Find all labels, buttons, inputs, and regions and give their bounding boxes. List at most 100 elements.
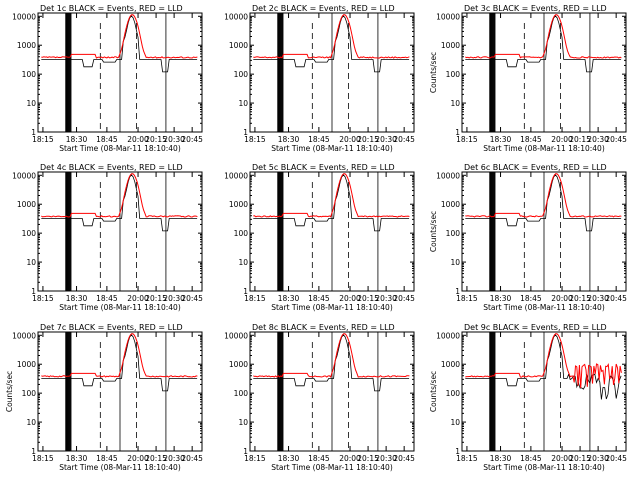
y-tick-label: 10 <box>450 258 460 267</box>
x-tick-label: 18:15 <box>32 135 54 144</box>
y-axis-label: Counts/sec <box>5 371 14 412</box>
y-tick-label: 10 <box>26 99 36 108</box>
y-tick-label: 100 <box>234 70 249 79</box>
panel-title: Det 2c BLACK = Events, RED = LLD <box>252 4 395 13</box>
x-tick-label: 20:15 <box>145 454 167 463</box>
x-tick-label: 20:30 <box>163 135 185 144</box>
x-tick-label: 18:45 <box>96 454 118 463</box>
x-tick-label: 20:00 <box>339 294 361 303</box>
panel-title: Det 3c BLACK = Events, RED = LLD <box>464 4 607 13</box>
panel-title: Det 9c BLACK = Events, RED = LLD <box>464 323 607 332</box>
lld-series-line <box>41 14 198 59</box>
y-tick-label: 100 <box>446 389 461 398</box>
x-tick-label: 18:30 <box>66 454 88 463</box>
y-axis-label: Counts/sec <box>429 52 438 93</box>
x-tick-label: 20:30 <box>375 454 397 463</box>
y-tick-label: 1 <box>243 128 248 137</box>
x-axis-label: Start Time (08-Mar-11 18:10:40) <box>271 144 393 153</box>
x-tick-label: 20:45 <box>393 294 415 303</box>
chart-panel-7: Det 7c BLACK = Events, RED = LLD 1 10 100 10… <box>5 323 203 472</box>
y-tick-label: 1 <box>455 128 460 137</box>
x-tick-label: 20:00 <box>551 454 573 463</box>
y-tick-label: 1000 <box>441 41 460 50</box>
x-tick-label: 18:45 <box>308 135 330 144</box>
x-tick-label: 18:30 <box>278 135 300 144</box>
x-tick-label: 18:15 <box>456 135 478 144</box>
y-tick-label: 100 <box>22 389 37 398</box>
y-tick-label: 100 <box>446 70 461 79</box>
x-tick-label: 20:15 <box>357 294 379 303</box>
lld-series-line <box>41 173 198 218</box>
events-series-line <box>465 174 622 232</box>
y-tick-label: 10000 <box>436 331 460 340</box>
panel-title: Det 1c BLACK = Events, RED = LLD <box>40 4 183 13</box>
panel-title: Det 6c BLACK = Events, RED = LLD <box>464 163 607 172</box>
chart-panel-9: Det 9c BLACK = Events, RED = LLD 1 10 100 10… <box>429 323 627 472</box>
y-tick-label: 10000 <box>12 171 36 180</box>
y-tick-label: 1000 <box>17 360 36 369</box>
x-tick-label: 20:00 <box>127 294 149 303</box>
lld-series-line <box>465 173 622 218</box>
y-tick-label: 100 <box>22 229 37 238</box>
x-tick-label: 18:30 <box>66 135 88 144</box>
x-tick-label: 18:15 <box>32 294 54 303</box>
panel-title: Det 8c BLACK = Events, RED = LLD <box>252 323 395 332</box>
y-tick-label: 10 <box>238 418 248 427</box>
y-tick-label: 10 <box>238 258 248 267</box>
y-tick-label: 10 <box>238 99 248 108</box>
x-tick-label: 18:15 <box>456 294 478 303</box>
x-tick-label: 20:45 <box>181 135 203 144</box>
events-series-line <box>253 15 410 73</box>
x-tick-label: 18:45 <box>308 454 330 463</box>
panel-title: Det 4c BLACK = Events, RED = LLD <box>40 163 183 172</box>
x-axis-label: Start Time (08-Mar-11 18:10:40) <box>59 144 181 153</box>
x-tick-label: 18:45 <box>520 294 542 303</box>
chart-panel-5: Det 5c BLACK = Events, RED = LLD 1 10 100 10… <box>224 163 415 312</box>
y-tick-label: 1 <box>243 447 248 456</box>
x-tick-label: 18:30 <box>278 294 300 303</box>
x-axis-label: Start Time (08-Mar-11 18:10:40) <box>483 463 605 472</box>
lld-series-line <box>253 333 410 378</box>
events-series-line <box>253 334 410 392</box>
y-tick-label: 100 <box>234 229 249 238</box>
x-tick-label: 18:15 <box>32 454 54 463</box>
y-tick-label: 100 <box>22 70 37 79</box>
x-axis-label: Start Time (08-Mar-11 18:10:40) <box>483 303 605 312</box>
chart-panel-2: Det 2c BLACK = Events, RED = LLD 1 10 100 10… <box>224 4 415 153</box>
x-tick-label: 18:15 <box>244 454 266 463</box>
x-tick-label: 20:15 <box>357 135 379 144</box>
x-tick-label: 18:15 <box>456 454 478 463</box>
lld-series-line <box>253 14 410 59</box>
lld-series-line <box>465 14 622 59</box>
x-tick-label: 20:45 <box>181 294 203 303</box>
y-tick-label: 10000 <box>224 12 248 21</box>
x-tick-label: 20:30 <box>587 454 609 463</box>
x-axis-label: Start Time (08-Mar-11 18:10:40) <box>59 303 181 312</box>
chart-panel-1: Det 1c BLACK = Events, RED = LLD 1 10 100 10… <box>12 4 203 153</box>
x-axis-label: Start Time (08-Mar-11 18:10:40) <box>59 463 181 472</box>
y-axis-label: Counts/sec <box>429 371 438 412</box>
y-tick-label: 1000 <box>441 200 460 209</box>
y-tick-label: 1 <box>455 287 460 296</box>
x-tick-label: 20:00 <box>339 454 361 463</box>
y-tick-label: 1000 <box>229 200 248 209</box>
x-tick-label: 20:00 <box>127 135 149 144</box>
panel-title: Det 5c BLACK = Events, RED = LLD <box>252 163 395 172</box>
x-tick-label: 20:30 <box>163 454 185 463</box>
y-tick-label: 1000 <box>229 360 248 369</box>
x-axis-label: Start Time (08-Mar-11 18:10:40) <box>483 144 605 153</box>
x-tick-label: 20:45 <box>605 454 627 463</box>
y-tick-label: 100 <box>234 389 249 398</box>
x-tick-label: 18:30 <box>66 294 88 303</box>
x-tick-label: 18:45 <box>96 135 118 144</box>
x-tick-label: 18:30 <box>490 135 512 144</box>
x-tick-label: 20:45 <box>605 294 627 303</box>
chart-panel-8: Det 8c BLACK = Events, RED = LLD 1 10 100 10… <box>224 323 415 472</box>
events-series-line <box>41 15 198 73</box>
y-tick-label: 10000 <box>12 331 36 340</box>
panel-title: Det 7c BLACK = Events, RED = LLD <box>40 323 183 332</box>
chart-panel-4: Det 4c BLACK = Events, RED = LLD 1 10 100 10… <box>12 163 203 312</box>
y-tick-label: 1000 <box>229 41 248 50</box>
chart-panel-6: Det 6c BLACK = Events, RED = LLD 1 10 100 10… <box>429 163 627 312</box>
x-tick-label: 20:00 <box>551 135 573 144</box>
